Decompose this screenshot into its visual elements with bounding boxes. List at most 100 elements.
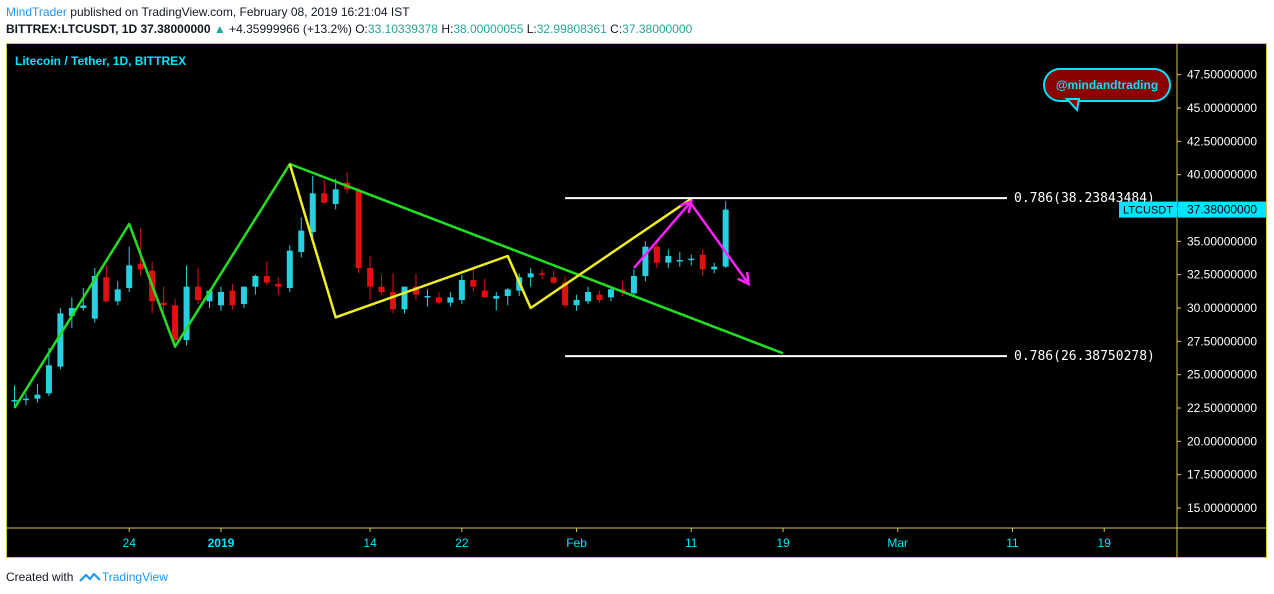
candle-body — [527, 273, 534, 278]
last-price: 37.38000000 — [140, 22, 211, 36]
x-tick-label: Mar — [887, 536, 908, 550]
candle-body — [275, 284, 282, 287]
candle-body — [195, 286, 202, 300]
candle-body — [722, 209, 729, 267]
y-tick-label: 32.50000000 — [1187, 268, 1257, 282]
publish-text: published on TradingView.com, February 0… — [70, 5, 410, 19]
low-value: 32.99808361 — [536, 22, 607, 36]
x-tick-label: 19 — [776, 536, 790, 550]
y-tick-label: 30.00000000 — [1187, 301, 1257, 315]
x-tick-label: 24 — [123, 536, 137, 550]
x-tick-label: Feb — [566, 536, 587, 550]
y-tick-label: 45.00000000 — [1187, 101, 1257, 115]
candle-body — [642, 246, 649, 276]
last-price-tag-label: 37.38000000 — [1187, 203, 1257, 217]
candle-body — [332, 189, 339, 204]
y-tick-label: 15.00000000 — [1187, 501, 1257, 515]
candle-body — [585, 292, 592, 302]
chart-title: Litecoin / Tether, 1D, BITTREX — [15, 54, 186, 68]
open-label: O: — [355, 22, 368, 36]
candle-body — [630, 276, 637, 294]
arrow-head-icon — [679, 199, 693, 214]
x-tick-label: 11 — [685, 536, 698, 550]
y-tick-label: 47.50000000 — [1187, 68, 1257, 82]
candle-body — [355, 190, 362, 268]
candle-body — [470, 280, 477, 287]
candle-body — [424, 296, 431, 298]
candle-body — [562, 282, 569, 306]
symbol-price-tag — [1119, 201, 1177, 218]
y-tick-label: 17.50000000 — [1187, 468, 1257, 482]
projection-arrow — [690, 203, 750, 285]
candle-body — [481, 290, 488, 298]
candle-body — [550, 277, 557, 283]
candle-body — [412, 286, 419, 295]
tradingview-logo-icon — [78, 572, 101, 582]
chart-svg[interactable]: 15.00000000 17.50000000 20.00000000 22.5000… — [7, 44, 1266, 557]
fib-level-label: 0.786(26.38750278) — [1014, 349, 1155, 364]
last-price-tag — [1178, 201, 1266, 218]
candle-body — [206, 290, 213, 302]
author-name[interactable]: MindTrader — [6, 5, 67, 19]
candle-body — [68, 308, 75, 316]
candle-body — [263, 276, 270, 283]
green-pattern-line — [13, 162, 784, 409]
candle-body — [240, 286, 247, 304]
candle-body — [688, 258, 695, 261]
candle-body — [298, 230, 305, 252]
candle-body — [378, 286, 385, 292]
symbol-info: BITTREX:LTCUSDT, 1D 37.38000000 ▲ +4.359… — [6, 22, 692, 36]
candle-body — [401, 286, 408, 310]
change-up-icon: ▲ — [213, 22, 226, 36]
high-label: H: — [441, 22, 454, 36]
candle-body — [45, 365, 52, 394]
candle-body — [114, 289, 121, 302]
y-tick-label: 20.00000000 — [1187, 434, 1257, 448]
candle-body — [665, 256, 672, 263]
candle-body — [607, 289, 614, 298]
candle-body — [504, 289, 511, 296]
candle-body — [80, 305, 87, 308]
arrow-head-icon — [737, 271, 751, 287]
candle-body — [229, 290, 236, 306]
chart-area[interactable]: 15.00000000 17.50000000 20.00000000 22.5000… — [6, 43, 1267, 558]
candle-body — [252, 276, 259, 287]
candle-body — [160, 302, 167, 306]
footer-brand[interactable]: TradingView — [101, 570, 168, 584]
candle-body — [596, 294, 603, 300]
candle-body — [91, 276, 98, 319]
watermark-bubble-tail — [1064, 98, 1081, 113]
candle-body — [699, 254, 706, 270]
candle-body — [321, 193, 328, 203]
watermark-text: @mindandtrading — [1056, 78, 1158, 92]
candle-body — [34, 394, 41, 399]
candle-body — [539, 273, 546, 275]
y-tick-label: 25.00000000 — [1187, 368, 1257, 382]
candle-body — [435, 297, 442, 303]
x-tick-label: 14 — [363, 536, 377, 550]
close-value: 37.38000000 — [622, 22, 693, 36]
y-tick-label: 22.50000000 — [1187, 401, 1257, 415]
candle-body — [573, 300, 580, 306]
candle-body — [183, 286, 190, 340]
candle-body — [126, 265, 133, 288]
candle-body — [447, 297, 454, 303]
candle-body — [676, 260, 683, 262]
candle-body — [217, 292, 224, 306]
yellow-pattern-line — [288, 163, 692, 319]
candle-body — [653, 246, 660, 263]
candle-body — [137, 264, 144, 270]
y-tick-label: 40.00000000 — [1187, 168, 1257, 182]
candle-body — [172, 305, 179, 340]
y-tick-label: 35.00000000 — [1187, 234, 1257, 248]
watermark-bubble — [1043, 68, 1171, 102]
candle-body — [367, 268, 374, 287]
candle-body — [286, 250, 293, 288]
x-tick-label: 19 — [1098, 536, 1112, 550]
x-tick-label: 22 — [455, 536, 469, 550]
candle-body — [309, 193, 316, 232]
footer: Created with TradingView — [6, 569, 168, 584]
high-value: 38.00000055 — [453, 22, 524, 36]
symbol-name: BITTREX:LTCUSDT, 1D — [6, 22, 138, 36]
candle-body — [11, 400, 18, 402]
